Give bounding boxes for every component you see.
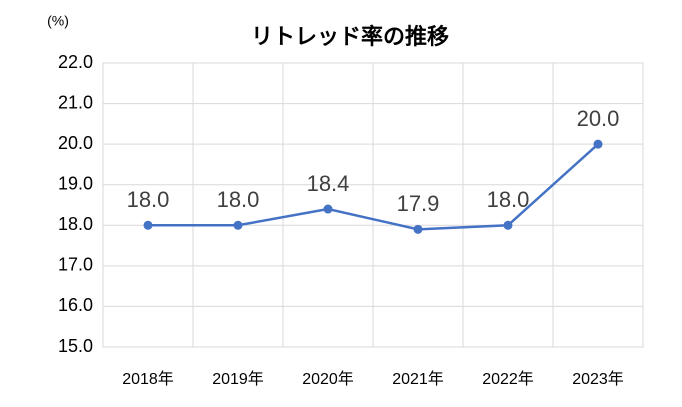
- y-tick-label: 17.0: [58, 255, 93, 275]
- y-tick-label: 21.0: [58, 92, 93, 112]
- value-label: 17.9: [397, 191, 440, 216]
- value-label: 18.0: [127, 187, 170, 212]
- value-label: 18.0: [217, 187, 260, 212]
- line: [148, 143, 599, 231]
- value-label: 18.0: [487, 187, 530, 212]
- x-tick-label: 2023年: [572, 370, 624, 388]
- value-label: 18.4: [307, 171, 350, 196]
- marker: [143, 220, 153, 230]
- x-tick-label: 2022年: [482, 370, 534, 388]
- x-tick-label: 2018年: [122, 370, 174, 388]
- marker: [413, 224, 423, 234]
- y-tick-label: 20.0: [58, 133, 93, 153]
- marker: [233, 220, 243, 230]
- y-axis-label: (%): [47, 13, 69, 29]
- marker: [323, 204, 333, 214]
- y-tick-label: 22.0: [58, 52, 93, 72]
- x-tick-label: 2019年: [212, 370, 264, 388]
- marker: [593, 139, 603, 149]
- marker: [503, 220, 513, 230]
- y-tick-label: 18.0: [58, 214, 93, 234]
- plot-border: [102, 62, 644, 348]
- y-tick-label: 15.0: [58, 336, 93, 356]
- y-tick-label: 16.0: [58, 295, 93, 315]
- x-tick-label: 2021年: [392, 370, 444, 388]
- value-label: 20.0: [577, 106, 620, 131]
- x-tick-label: 2020年: [302, 370, 354, 388]
- y-tick-label: 19.0: [58, 173, 93, 193]
- chart-title: リトレッド率の推移: [251, 24, 449, 49]
